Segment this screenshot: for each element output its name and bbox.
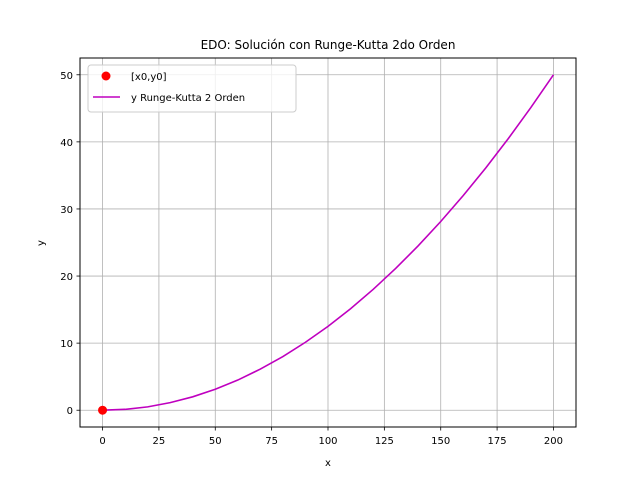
x-tick-label: 100 [318,436,337,447]
y-tick-label: 0 [67,406,73,417]
y-tick-label: 40 [60,138,73,149]
legend-point-marker [101,71,111,81]
x-tick-label: 150 [431,436,450,447]
y-axis-label: y [36,240,47,246]
chart-title: EDO: Solución con Runge-Kutta 2do Orden [201,38,456,52]
grid [80,58,576,427]
legend-line-label: y Runge-Kutta 2 Orden [131,93,245,104]
y-tick-label: 20 [60,272,73,283]
x-tick-label: 175 [488,436,507,447]
legend-box [87,64,297,113]
series-line [102,74,555,412]
y-tick-label: 30 [60,205,73,216]
legend-point-label: [x0,y0] [131,72,167,83]
x-tick-label: 200 [544,436,563,447]
x-tick-label: 0 [99,436,105,447]
ticks: 0 25 50 75 100 125 150 175 200 0 10 20 30 40 50 [60,71,563,447]
series-layer [98,74,555,415]
y-tick-label: 50 [60,71,73,82]
x-tick-label: 125 [375,436,394,447]
y-tick-label: 10 [60,339,73,350]
x-axis-label: x [325,458,331,469]
x-tick-label: 75 [265,436,278,447]
x-tick-label: 50 [209,436,222,447]
initial-point-marker [98,405,108,415]
legend: [x0,y0] y Runge-Kutta 2 Orden [87,64,297,113]
x-tick-label: 25 [153,436,166,447]
